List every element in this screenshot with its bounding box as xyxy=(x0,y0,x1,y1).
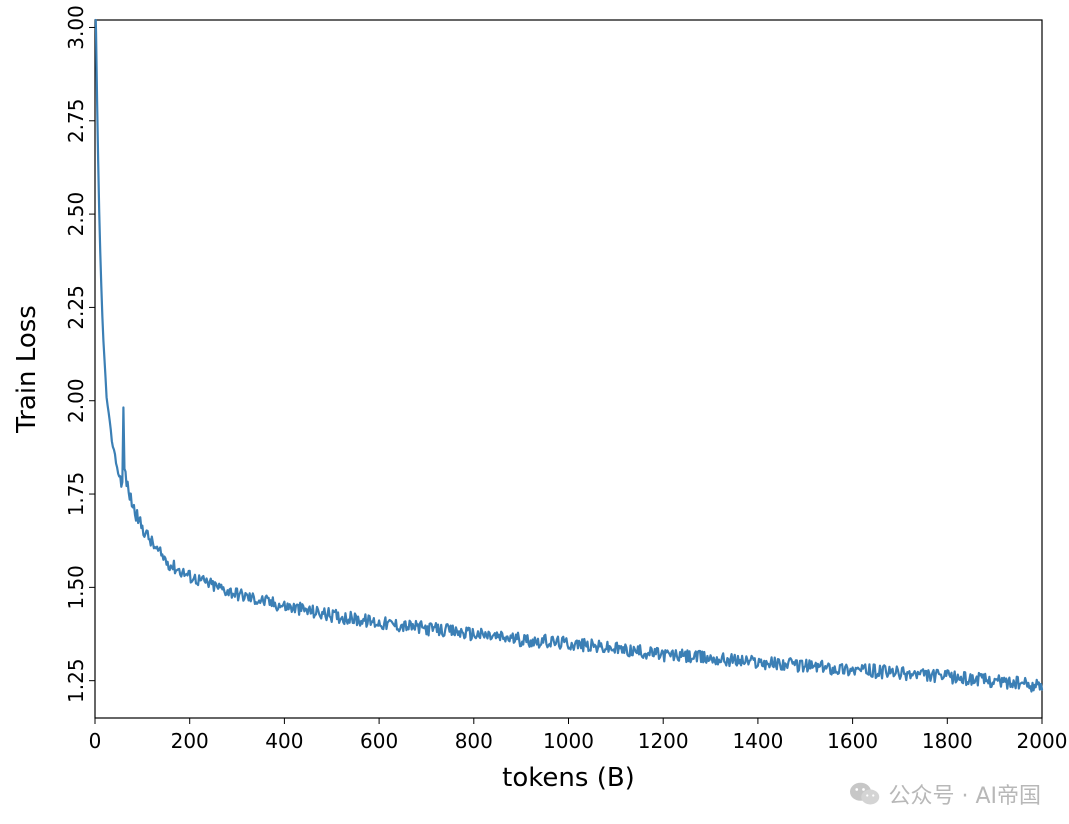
y-tick-label: 3.00 xyxy=(64,5,88,50)
chart-container: 0 200 400 600 800 1000 1200 1400 1600 1800 2000 1.… xyxy=(0,0,1069,824)
y-tick-label: 1.75 xyxy=(64,472,88,517)
y-tick-label: 1.25 xyxy=(64,658,88,703)
y-ticks: 1.25 1.50 1.75 2.00 2.25 2.50 2.75 3.00 xyxy=(64,5,95,703)
x-tick-label: 1200 xyxy=(638,729,689,753)
x-tick-label: 0 xyxy=(89,729,102,753)
y-tick-label: 2.50 xyxy=(64,192,88,237)
x-tick-label: 1400 xyxy=(732,729,783,753)
x-tick-label: 1000 xyxy=(543,729,594,753)
x-tick-label: 1800 xyxy=(922,729,973,753)
y-tick-label: 2.75 xyxy=(64,99,88,144)
x-axis-label: tokens (B) xyxy=(502,763,635,793)
x-tick-label: 400 xyxy=(265,729,303,753)
y-tick-label: 2.00 xyxy=(64,378,88,423)
plot-frame xyxy=(95,20,1042,718)
x-tick-label: 1600 xyxy=(827,729,878,753)
x-ticks: 0 200 400 600 800 1000 1200 1400 1600 1800 2000 xyxy=(89,718,1068,753)
x-tick-label: 600 xyxy=(360,729,398,753)
y-axis-label: Train Loss xyxy=(12,305,42,434)
y-tick-label: 2.25 xyxy=(64,285,88,330)
x-tick-label: 200 xyxy=(171,729,209,753)
train-loss-chart: 0 200 400 600 800 1000 1200 1400 1600 1800 2000 1.… xyxy=(0,0,1069,824)
loss-curve xyxy=(96,20,1042,692)
y-tick-label: 1.50 xyxy=(64,565,88,610)
x-tick-label: 2000 xyxy=(1017,729,1068,753)
x-tick-label: 800 xyxy=(455,729,493,753)
